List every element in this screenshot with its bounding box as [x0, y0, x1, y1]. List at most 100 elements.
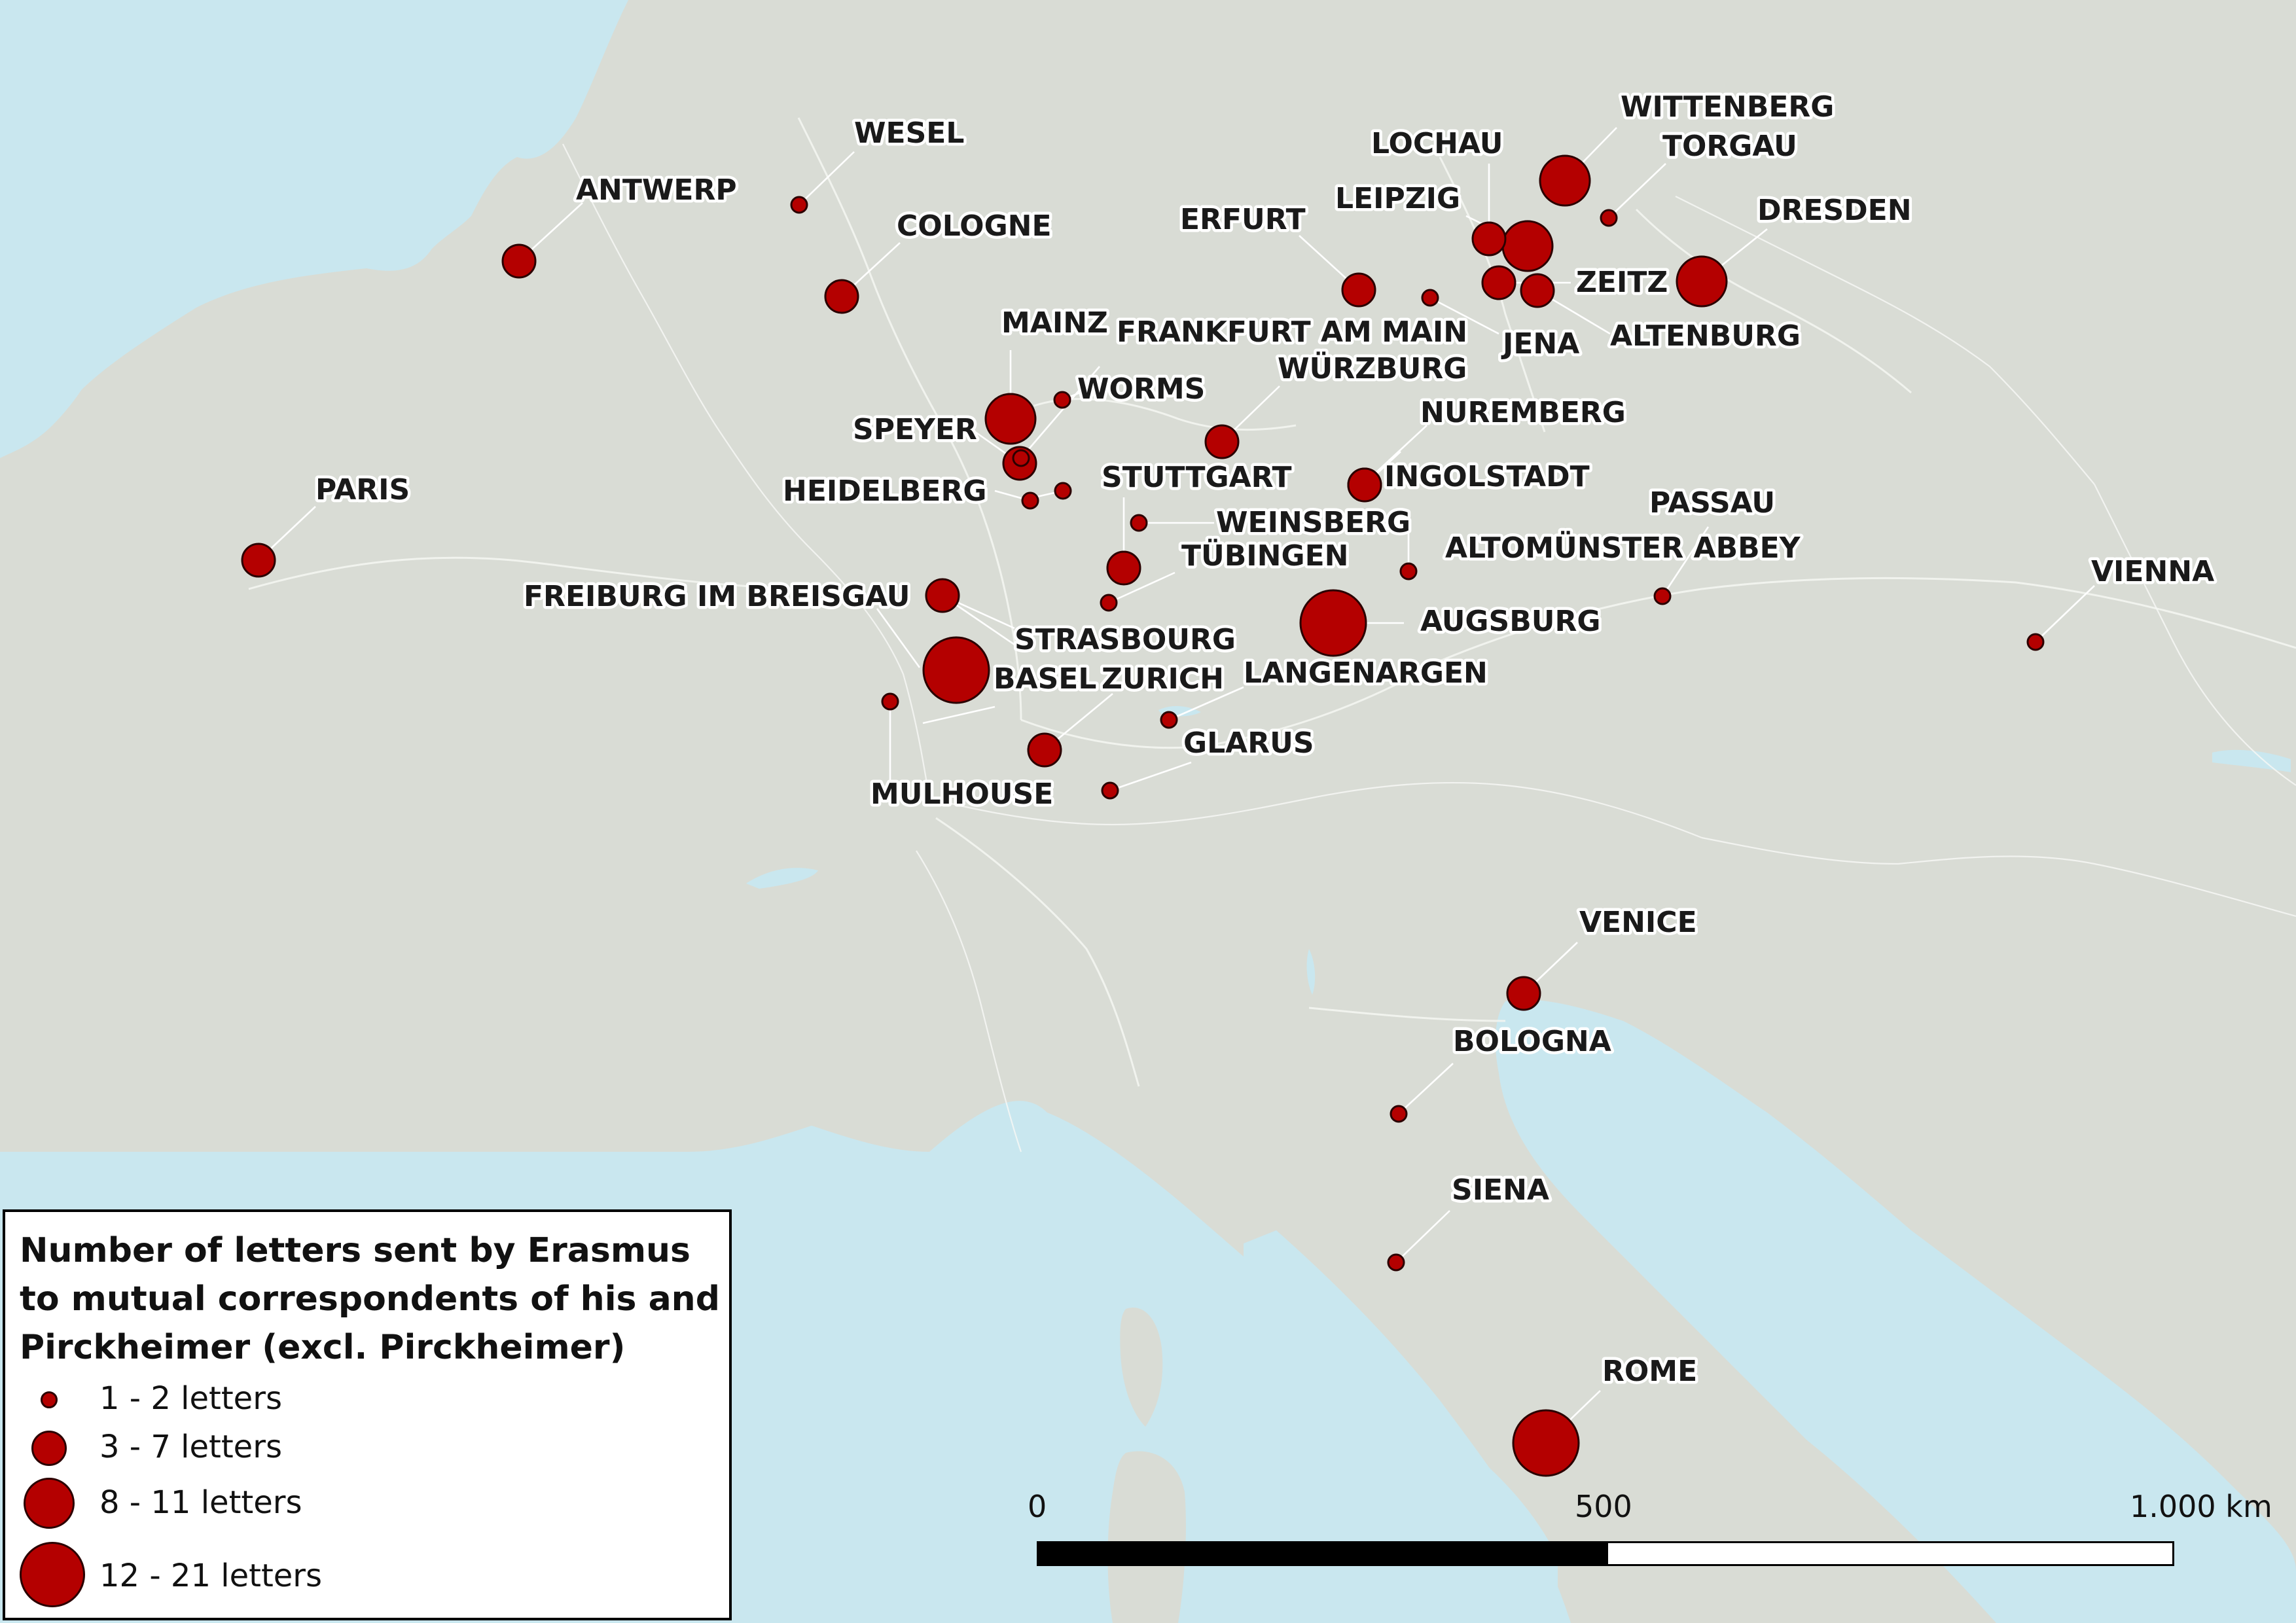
city-label-leipzig: LEIPZIG: [1335, 182, 1460, 215]
city-label-langenargen: LANGENARGEN: [1244, 656, 1488, 690]
city-label-stuttgart: STUTTGART: [1102, 461, 1292, 494]
city-label-jena: JENA: [1501, 327, 1579, 361]
city-label-vienna: VIENNA: [2091, 555, 2214, 588]
city-label-t-bingen: TÜBINGEN: [1181, 538, 1348, 573]
rivers: [248, 117, 2296, 1087]
legend-dot-large: [24, 1478, 75, 1529]
city-marker-weinsberg[interactable]: [1130, 514, 1148, 532]
city-label-mainz: MAINZ: [1001, 306, 1108, 340]
city-label-lochau: LOCHAU: [1371, 127, 1503, 160]
city-marker-augsburg[interactable]: [1299, 589, 1367, 657]
lake-garda: [1306, 949, 1316, 995]
city-marker-lochau[interactable]: [1471, 221, 1507, 257]
city-label-worms: WORMS: [1077, 372, 1205, 406]
city-label-weinsberg: WEINSBERG: [1216, 506, 1410, 539]
leader-passau: [1661, 526, 1710, 597]
city-label-w-rzburg: WÜRZBURG: [1278, 351, 1467, 385]
city-marker-heidelberg[interactable]: [1021, 491, 1039, 510]
city-marker-freiburg-im-breisgau[interactable]: [925, 578, 960, 613]
city-marker-paris[interactable]: [241, 543, 276, 578]
city-marker-jena[interactable]: [1421, 289, 1439, 307]
scale-bar-white-segment: [1606, 1541, 2174, 1566]
city-label-basel: BASEL: [994, 662, 1096, 696]
city-marker-venice[interactable]: [1506, 976, 1541, 1011]
city-marker-strasbourg[interactable]: [1100, 594, 1118, 612]
city-marker-vienna[interactable]: [2026, 633, 2045, 651]
scale-label-zero: 0: [1028, 1489, 1047, 1524]
leader-langenargen: [1168, 686, 1244, 721]
city-marker-rome[interactable]: [1512, 1409, 1580, 1477]
city-label-antwerp: ANTWERP: [576, 173, 737, 207]
legend-item-xlarge: 12 - 21 letters: [5, 1539, 725, 1611]
legend-dot-medium: [31, 1431, 67, 1466]
city-marker-worms[interactable]: [1053, 391, 1071, 409]
city-marker-leipzig[interactable]: [1501, 220, 1554, 272]
leader-jena: [1429, 296, 1499, 335]
city-marker-antwerp[interactable]: [501, 243, 537, 279]
legend-item-medium: 3 - 7 letters: [5, 1425, 725, 1497]
leader-basel-label: [922, 705, 996, 724]
city-marker-siena[interactable]: [1387, 1253, 1405, 1272]
city-marker-w-rzburg[interactable]: [1204, 424, 1240, 459]
north-sea: [0, 0, 628, 445]
city-marker-mulhouse[interactable]: [881, 692, 899, 711]
city-label-speyer: SPEYER: [853, 413, 977, 446]
legend: Number of letters sent by Erasmus to mut…: [3, 1209, 732, 1620]
adriatic-sea: [1495, 999, 2296, 1623]
city-marker-passau[interactable]: [1653, 587, 1672, 605]
city-label-mulhouse: MULHOUSE: [870, 777, 1053, 811]
city-label-wesel: WESEL: [854, 116, 964, 150]
city-marker-t-bingen[interactable]: [1106, 550, 1141, 586]
leader-siena: [1395, 1210, 1450, 1263]
city-marker-basel[interactable]: [922, 636, 990, 704]
city-label-zurich: ZURICH: [1102, 662, 1224, 696]
city-marker-wittenberg[interactable]: [1539, 154, 1591, 207]
leader-frankfurt: [1020, 366, 1100, 459]
city-labels: WESEL ANTWERP COLOGNE PARIS MAINZ FRANKFURT A…: [313, 88, 2217, 1391]
city-marker-frankfurt-am-main[interactable]: [1012, 449, 1030, 467]
city-label-torgau: TORGAU: [1662, 130, 1797, 163]
city-marker-altom-nster-abbey[interactable]: [1399, 562, 1418, 580]
leader-wesel: [798, 151, 855, 205]
city-marker-langenargen[interactable]: [1160, 711, 1178, 729]
legend-label-medium: 3 - 7 letters: [99, 1429, 282, 1465]
legend-title: Number of letters sent by Erasmus to mut…: [20, 1231, 720, 1367]
city-marker-zurich[interactable]: [1027, 732, 1062, 768]
city-marker-zeitz[interactable]: [1481, 265, 1516, 300]
city-marker-torgau[interactable]: [1600, 209, 1618, 227]
city-label-altenburg: ALTENBURG: [1610, 319, 1801, 353]
corsica-sardinia: [1107, 1308, 1186, 1623]
city-label-dresden: DRESDEN: [1757, 194, 1912, 227]
leader-glarus: [1109, 761, 1192, 792]
city-marker-wesel[interactable]: [790, 196, 808, 214]
city-marker-stuttgart[interactable]: [1054, 482, 1072, 500]
city-label-erfurt: ERFURT: [1180, 203, 1306, 236]
city-marker-cologne[interactable]: [824, 279, 859, 314]
city-label-venice: VENICE: [1579, 906, 1697, 939]
scale-label-mid: 500: [1575, 1489, 1632, 1524]
city-marker-bologna[interactable]: [1390, 1105, 1408, 1123]
leader-basel: [876, 608, 921, 668]
city-label-passau: PASSAU: [1649, 486, 1775, 520]
city-label-strasbourg: STRASBOURG: [1014, 623, 1236, 656]
city-marker-nuremberg[interactable]: [1347, 467, 1382, 503]
city-label-augsburg: AUGSBURG: [1420, 605, 1601, 638]
city-label-rome: ROME: [1602, 1355, 1697, 1388]
leader-vienna: [2035, 585, 2095, 643]
city-marker-altenburg[interactable]: [1520, 273, 1555, 308]
city-marker-mainz[interactable]: [984, 393, 1037, 445]
scale-bar-black-segment: [1037, 1541, 1606, 1566]
leader-torgau: [1608, 163, 1666, 219]
legend-label-small: 1 - 2 letters: [99, 1380, 282, 1417]
scale-label-end: 1.000 km: [2130, 1489, 2272, 1524]
city-marker-dresden[interactable]: [1676, 255, 1728, 308]
leader-bologna: [1398, 1063, 1454, 1115]
city-label-wittenberg: WITTENBERG: [1621, 90, 1834, 124]
borders: [562, 143, 2296, 1152]
city-label-ingolstadt: INGOLSTADT: [1384, 460, 1590, 493]
city-label-heidelberg: HEIDELBERG: [783, 474, 986, 508]
scale-bar: 0 500 1.000 km: [1028, 1489, 2272, 1580]
legend-dot-xlarge: [20, 1542, 85, 1607]
city-marker-glarus[interactable]: [1101, 781, 1119, 800]
city-marker-erfurt[interactable]: [1341, 272, 1376, 308]
